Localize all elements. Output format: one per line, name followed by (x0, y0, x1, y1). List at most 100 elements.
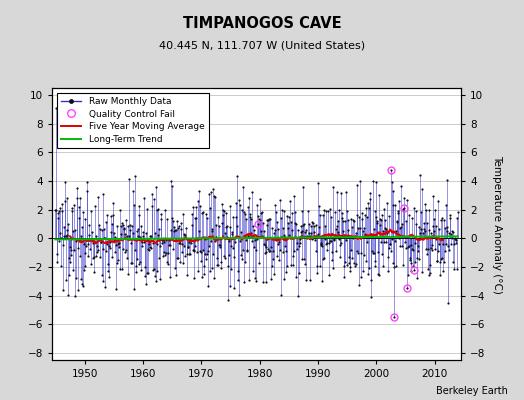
Point (375, 272, 384, 278)
Point (170, 265, 179, 272)
Point (401, 245, 410, 251)
Point (388, 236, 396, 242)
Point (427, 230, 435, 236)
Point (359, 252, 368, 258)
Point (125, 233, 133, 239)
Point (148, 203, 156, 210)
Point (168, 215, 176, 222)
Point (424, 246, 432, 252)
Point (431, 246, 439, 252)
Point (331, 209, 339, 215)
Point (289, 253, 297, 260)
Point (259, 278, 267, 285)
Point (174, 222, 183, 229)
Point (114, 240, 122, 247)
Point (108, 212, 117, 218)
Point (299, 222, 307, 228)
Point (219, 212, 227, 218)
Point (291, 221, 300, 227)
Point (129, 188, 137, 194)
Point (342, 189, 350, 196)
Point (444, 299, 453, 306)
Point (377, 217, 385, 224)
Point (87, 208, 95, 214)
Point (430, 216, 439, 222)
Point (438, 255, 446, 262)
Point (380, 224, 389, 231)
Point (263, 216, 271, 223)
Point (91, 202, 100, 209)
Point (232, 214, 241, 221)
Point (436, 256, 445, 262)
Point (250, 275, 259, 281)
Point (451, 234, 459, 241)
Point (204, 283, 212, 289)
Point (331, 248, 340, 254)
Point (265, 248, 274, 254)
Point (351, 233, 359, 240)
Point (332, 222, 341, 229)
Point (409, 246, 417, 253)
Point (74, 215, 83, 221)
Point (255, 260, 264, 266)
Point (367, 294, 375, 300)
Point (266, 215, 275, 222)
Point (280, 232, 288, 238)
Legend: Raw Monthly Data, Quality Control Fail, Five Year Moving Average, Long-Term Tren: Raw Monthly Data, Quality Control Fail, … (57, 92, 209, 148)
Point (129, 201, 138, 208)
Point (304, 230, 313, 236)
Point (66, 244, 74, 250)
Point (422, 251, 431, 258)
Point (402, 218, 410, 224)
Point (200, 262, 208, 269)
Point (128, 230, 137, 236)
Point (306, 277, 314, 283)
Point (100, 234, 108, 241)
Point (367, 248, 376, 254)
Point (350, 218, 358, 225)
Point (53, 210, 62, 216)
Point (309, 235, 318, 241)
Point (279, 208, 288, 214)
Point (332, 226, 340, 232)
Point (440, 217, 448, 223)
Point (385, 245, 393, 251)
Point (159, 237, 167, 244)
Point (391, 238, 400, 245)
Point (405, 212, 413, 218)
Point (107, 220, 116, 227)
Point (115, 240, 123, 246)
Point (81, 262, 90, 269)
Point (166, 274, 174, 280)
Point (233, 173, 242, 180)
Point (292, 273, 300, 280)
Point (149, 196, 158, 202)
Point (274, 226, 282, 233)
Point (415, 224, 423, 230)
Point (200, 271, 209, 277)
Point (289, 262, 298, 268)
Point (223, 297, 232, 304)
Point (117, 236, 126, 242)
Point (120, 225, 128, 231)
Point (384, 268, 392, 274)
Point (121, 231, 129, 238)
Point (373, 220, 381, 226)
Point (412, 275, 421, 282)
Point (258, 220, 267, 226)
Point (407, 242, 416, 249)
Point (84, 241, 93, 248)
Point (441, 202, 450, 209)
Point (406, 256, 414, 263)
Point (312, 270, 321, 277)
Point (78, 281, 86, 288)
Point (64, 291, 72, 298)
Point (357, 274, 365, 280)
Point (338, 210, 346, 216)
Point (159, 253, 168, 259)
Point (423, 266, 432, 272)
Point (238, 256, 246, 262)
Point (298, 208, 307, 214)
Point (59, 232, 68, 239)
Point (51, 207, 60, 214)
